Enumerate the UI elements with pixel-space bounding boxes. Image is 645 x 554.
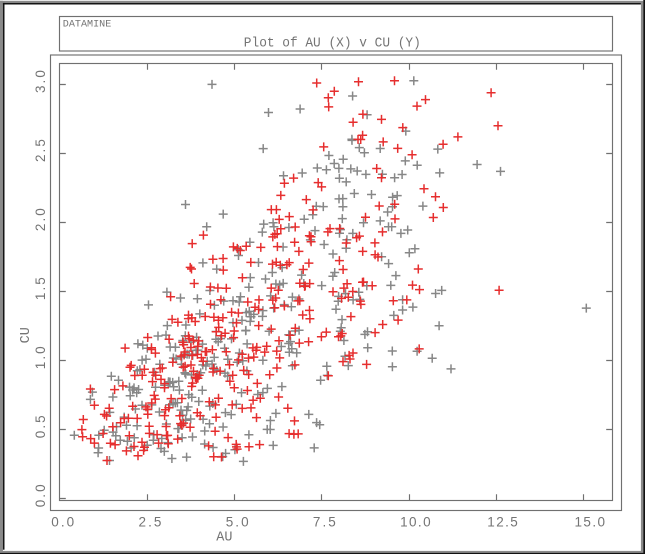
svg-text:Plot of AU (X) v CU (Y): Plot of AU (X) v CU (Y) — [244, 36, 421, 52]
svg-text:0.0: 0.0 — [51, 514, 74, 529]
svg-text:5.0: 5.0 — [226, 514, 249, 529]
svg-text:2.5: 2.5 — [139, 514, 162, 529]
svg-text:1.0: 1.0 — [33, 346, 48, 369]
svg-text:0.0: 0.0 — [33, 484, 48, 507]
svg-text:DATAMINE: DATAMINE — [63, 19, 112, 31]
svg-text:7.5: 7.5 — [313, 514, 336, 529]
svg-text:3.0: 3.0 — [33, 70, 48, 93]
svg-text:2.5: 2.5 — [33, 139, 48, 162]
svg-text:15.0: 15.0 — [575, 514, 606, 529]
svg-text:CU: CU — [19, 327, 34, 343]
svg-text:1.5: 1.5 — [33, 277, 48, 300]
svg-text:0.5: 0.5 — [33, 415, 48, 438]
svg-text:12.5: 12.5 — [487, 514, 518, 529]
svg-text:AU: AU — [216, 530, 232, 545]
svg-text:10.0: 10.0 — [400, 514, 431, 529]
svg-text:2.0: 2.0 — [33, 208, 48, 231]
